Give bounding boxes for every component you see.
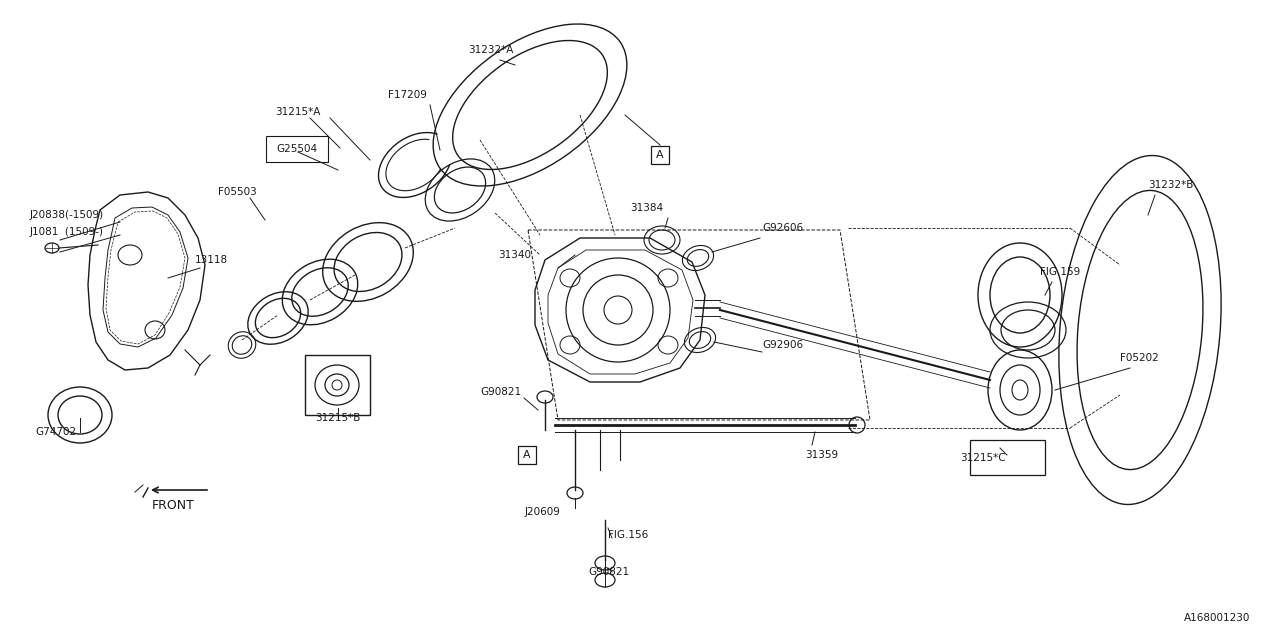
Text: 31232*A: 31232*A (468, 45, 513, 55)
Text: G92906: G92906 (762, 340, 803, 350)
Text: FIG.156: FIG.156 (608, 530, 648, 540)
Text: G25504: G25504 (276, 144, 317, 154)
Text: A: A (524, 450, 531, 460)
Bar (518, 446, 536, 464)
Text: 31359: 31359 (805, 450, 838, 460)
Text: FRONT: FRONT (152, 499, 195, 511)
Bar (652, 146, 669, 164)
Text: F17209: F17209 (388, 90, 426, 100)
Text: 31215*B: 31215*B (315, 413, 361, 423)
Text: 31384: 31384 (630, 203, 663, 213)
Text: 31232*B: 31232*B (1148, 180, 1193, 190)
Text: G74702: G74702 (35, 427, 76, 437)
Text: G92606: G92606 (762, 223, 803, 233)
Text: F05503: F05503 (218, 187, 257, 197)
Text: 31215*C: 31215*C (960, 453, 1006, 463)
Text: G90821: G90821 (588, 567, 630, 577)
Text: J20609: J20609 (525, 507, 561, 517)
Text: J1081  (1509-): J1081 (1509-) (29, 227, 104, 237)
Text: 31215*A: 31215*A (275, 107, 320, 117)
Text: F05202: F05202 (1120, 353, 1158, 363)
Bar (970, 440, 1044, 475)
Text: A: A (657, 150, 664, 160)
Text: FIG.159: FIG.159 (1039, 267, 1080, 277)
Text: 31340: 31340 (498, 250, 531, 260)
Text: 13118: 13118 (195, 255, 228, 265)
Text: G90821: G90821 (480, 387, 521, 397)
Text: A168001230: A168001230 (1184, 613, 1251, 623)
Text: J20838(-1509): J20838(-1509) (29, 210, 104, 220)
